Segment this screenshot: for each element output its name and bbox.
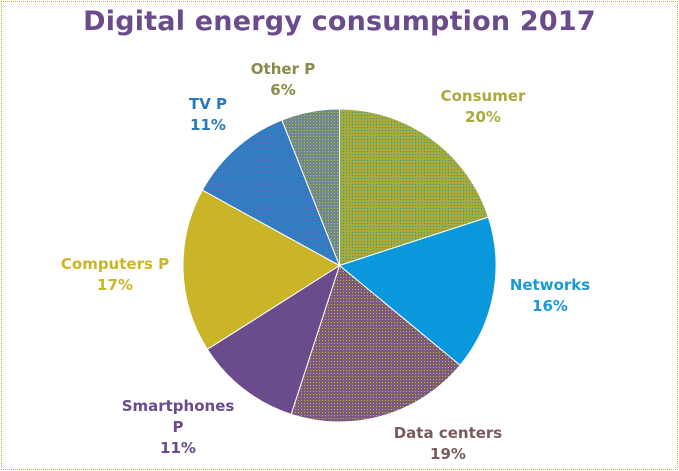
slice-label-name: Networks (509, 276, 591, 294)
slice-label-value: 11% (190, 116, 226, 134)
pie-slice-smartphones-p (206, 264, 341, 415)
pie-slice-networks (338, 216, 497, 366)
chart-title: Digital energy consumption 2017 (83, 6, 596, 37)
slice-label-value: 17% (97, 276, 133, 294)
slice-label-other: Other P 6% (238, 59, 328, 101)
slice-label-name: Data centers (393, 424, 503, 442)
slice-label-name: Consumer (440, 87, 526, 105)
slice-label-computers: Computers P 17% (50, 254, 180, 296)
slice-label-data-centers: Data centers 19% (383, 423, 513, 465)
slice-label-name: Computers P (60, 255, 170, 273)
slice-label-name: TV P (188, 95, 228, 113)
slice-label-name-line2: P (172, 418, 184, 436)
pie-slice-data-centers (290, 264, 461, 423)
slice-label-value: 19% (430, 445, 466, 463)
slice-label-value: 6% (270, 81, 296, 99)
pie-slice-tv-p (201, 119, 341, 267)
pie-slice-computers-p (182, 189, 341, 351)
slice-label-smartphones: Smartphones P 11% (108, 396, 248, 459)
slice-label-networks: Networks 16% (500, 275, 600, 317)
slice-label-value: 20% (465, 108, 501, 126)
pie-slice-consumer (339, 108, 489, 267)
slice-label-consumer: Consumer 20% (428, 86, 538, 128)
pie-slice-other-p (281, 108, 340, 266)
slice-label-tv: TV P 11% (168, 94, 248, 136)
slice-label-value: 16% (532, 297, 568, 315)
slice-label-name: Other P (250, 60, 316, 78)
slice-label-name: Smartphones (121, 397, 235, 415)
slice-label-value: 11% (160, 439, 196, 457)
